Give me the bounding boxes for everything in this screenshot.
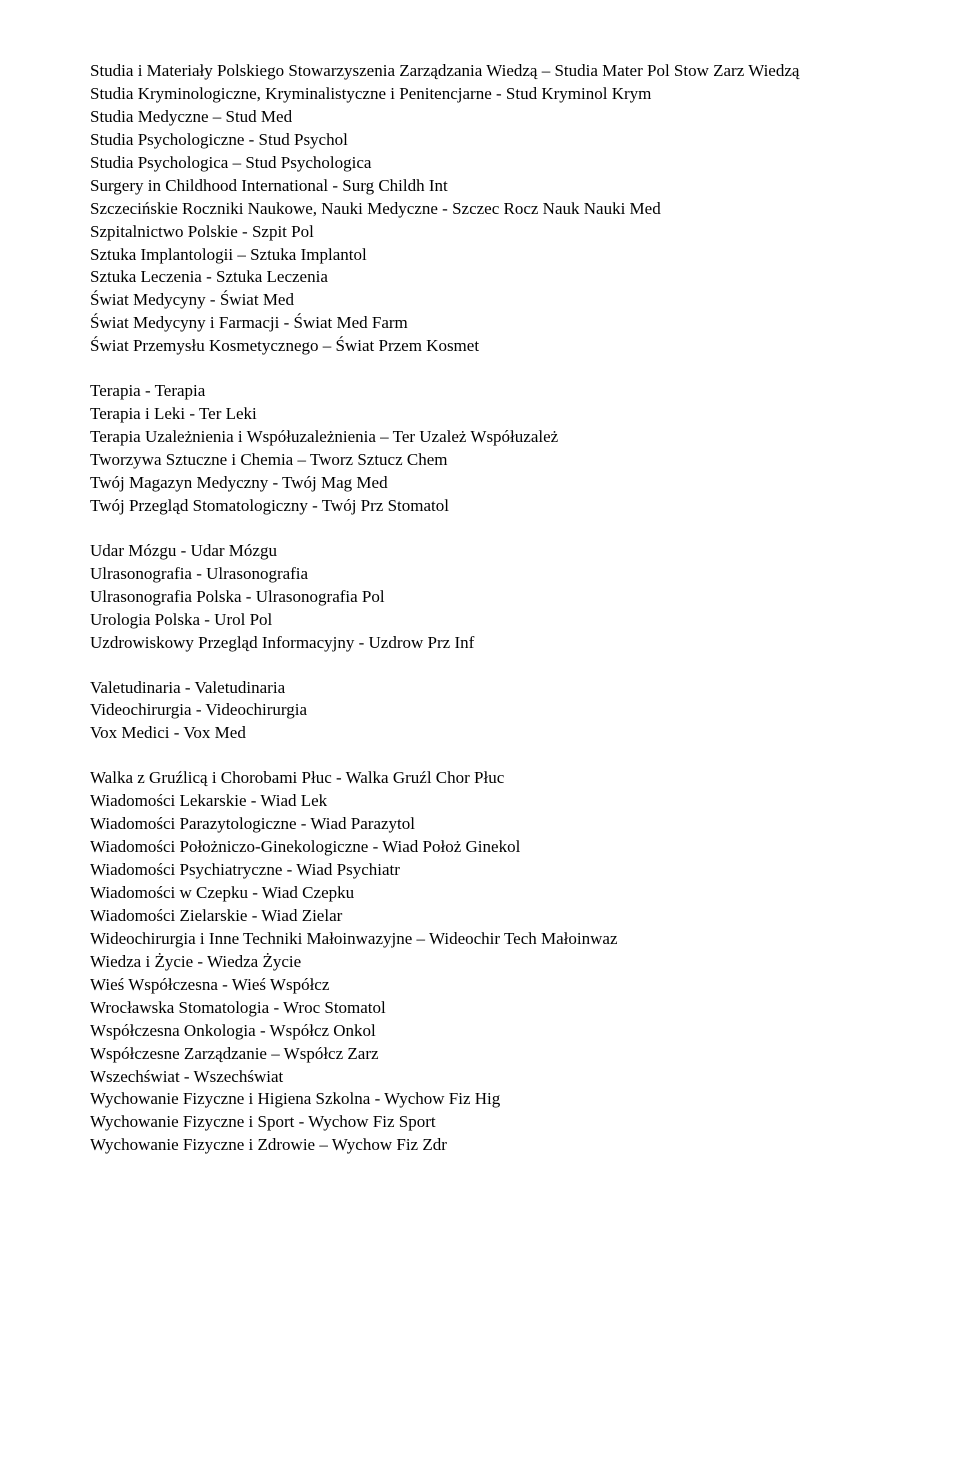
journal-entry: Terapia Uzależnienia i Współuzależnienia… [90, 426, 880, 449]
journal-entry: Sztuka Leczenia - Sztuka Leczenia [90, 266, 880, 289]
journal-abbreviations-list: Studia i Materiały Polskiego Stowarzysze… [90, 60, 880, 1157]
journal-entry: Urologia Polska - Urol Pol [90, 609, 880, 632]
journal-entry: Valetudinaria - Valetudinaria [90, 677, 880, 700]
journal-entry: Ulrasonografia Polska - Ulrasonografia P… [90, 586, 880, 609]
journal-entry: Szpitalnictwo Polskie - Szpit Pol [90, 221, 880, 244]
journal-entry: Wiadomości w Czepku - Wiad Czepku [90, 882, 880, 905]
journal-entry: Uzdrowiskowy Przegląd Informacyjny - Uzd… [90, 632, 880, 655]
text-block: Terapia - TerapiaTerapia i Leki - Ter Le… [90, 380, 880, 518]
journal-entry: Terapia i Leki - Ter Leki [90, 403, 880, 426]
journal-entry: Wiadomości Psychiatryczne - Wiad Psychia… [90, 859, 880, 882]
journal-entry: Wiadomości Położniczo-Ginekologiczne - W… [90, 836, 880, 859]
journal-entry: Studia Kryminologiczne, Kryminalistyczne… [90, 83, 880, 106]
text-block: Valetudinaria - ValetudinariaVideochirur… [90, 677, 880, 746]
journal-entry: Świat Medycyny - Świat Med [90, 289, 880, 312]
journal-entry: Surgery in Childhood International - Sur… [90, 175, 880, 198]
journal-entry: Studia i Materiały Polskiego Stowarzysze… [90, 60, 880, 83]
journal-entry: Wiedza i Życie - Wiedza Życie [90, 951, 880, 974]
journal-entry: Wychowanie Fizyczne i Sport - Wychow Fiz… [90, 1111, 880, 1134]
journal-entry: Świat Przemysłu Kosmetycznego – Świat Pr… [90, 335, 880, 358]
journal-entry: Studia Psychologica – Stud Psychologica [90, 152, 880, 175]
journal-entry: Współczesna Onkologia - Współcz Onkol [90, 1020, 880, 1043]
journal-entry: Vox Medici - Vox Med [90, 722, 880, 745]
text-block: Udar Mózgu - Udar MózguUlrasonografia - … [90, 540, 880, 655]
text-block: Walka z Gruźlicą i Chorobami Płuc - Walk… [90, 767, 880, 1157]
journal-entry: Terapia - Terapia [90, 380, 880, 403]
journal-entry: Tworzywa Sztuczne i Chemia – Tworz Sztuc… [90, 449, 880, 472]
journal-entry: Ulrasonografia - Ulrasonografia [90, 563, 880, 586]
journal-entry: Studia Psychologiczne - Stud Psychol [90, 129, 880, 152]
journal-entry: Wiadomości Parazytologiczne - Wiad Paraz… [90, 813, 880, 836]
journal-entry: Sztuka Implantologii – Sztuka Implantol [90, 244, 880, 267]
journal-entry: Współczesne Zarządzanie – Współcz Zarz [90, 1043, 880, 1066]
journal-entry: Wrocławska Stomatologia - Wroc Stomatol [90, 997, 880, 1020]
journal-entry: Videochirurgia - Videochirurgia [90, 699, 880, 722]
journal-entry: Wszechświat - Wszechświat [90, 1066, 880, 1089]
journal-entry: Wychowanie Fizyczne i Higiena Szkolna - … [90, 1088, 880, 1111]
journal-entry: Udar Mózgu - Udar Mózgu [90, 540, 880, 563]
journal-entry: Twój Przegląd Stomatologiczny - Twój Prz… [90, 495, 880, 518]
journal-entry: Świat Medycyny i Farmacji - Świat Med Fa… [90, 312, 880, 335]
journal-entry: Twój Magazyn Medyczny - Twój Mag Med [90, 472, 880, 495]
journal-entry: Szczecińskie Roczniki Naukowe, Nauki Med… [90, 198, 880, 221]
journal-entry: Wieś Współczesna - Wieś Współcz [90, 974, 880, 997]
journal-entry: Wiadomości Zielarskie - Wiad Zielar [90, 905, 880, 928]
text-block: Studia i Materiały Polskiego Stowarzysze… [90, 60, 880, 358]
journal-entry: Studia Medyczne – Stud Med [90, 106, 880, 129]
journal-entry: Wideochirurgia i Inne Techniki Małoinwaz… [90, 928, 880, 951]
journal-entry: Walka z Gruźlicą i Chorobami Płuc - Walk… [90, 767, 880, 790]
journal-entry: Wiadomości Lekarskie - Wiad Lek [90, 790, 880, 813]
journal-entry: Wychowanie Fizyczne i Zdrowie – Wychow F… [90, 1134, 880, 1157]
